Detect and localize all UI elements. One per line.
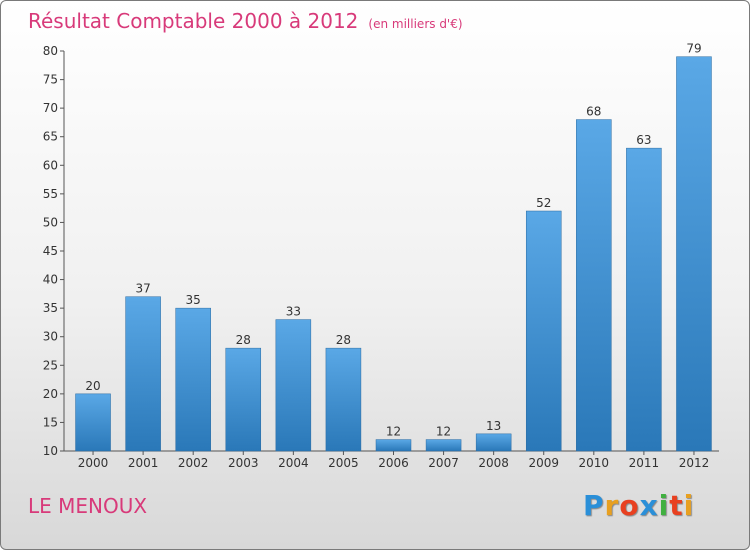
y-tick-label: 35	[43, 301, 58, 315]
bar-value-label: 12	[386, 425, 401, 439]
bar-value-label: 12	[436, 425, 451, 439]
bar-value-label: 68	[586, 105, 601, 119]
x-tick-label: 2006	[378, 456, 409, 470]
y-tick-label: 55	[43, 187, 58, 201]
x-tick-label: 2008	[478, 456, 509, 470]
x-tick-label: 2007	[428, 456, 459, 470]
x-tick-label: 2011	[629, 456, 660, 470]
bar	[425, 439, 462, 452]
x-tick-label: 2000	[78, 456, 109, 470]
chart-title: Résultat Comptable 2000 à 2012 (en millie…	[28, 9, 463, 33]
bar-value-label: 20	[85, 379, 100, 393]
bar-value-label: 33	[286, 305, 301, 319]
logo-letter: x	[639, 489, 659, 522]
logo-letter: r	[604, 489, 620, 522]
bar	[325, 347, 362, 452]
y-tick-label: 70	[43, 101, 58, 115]
bar	[475, 433, 512, 452]
bar-value-label: 52	[536, 196, 551, 210]
x-tick-label: 2004	[278, 456, 309, 470]
y-tick-label: 20	[43, 387, 58, 401]
y-tick-label: 50	[43, 215, 58, 229]
bar-value-label: 28	[236, 333, 251, 347]
y-tick-label: 30	[43, 330, 58, 344]
logo-letter: i	[683, 489, 695, 522]
bar	[175, 307, 211, 452]
bar	[225, 347, 262, 452]
y-tick-label: 80	[43, 44, 58, 58]
y-tick-label: 25	[43, 358, 58, 372]
bar-value-label: 35	[186, 293, 201, 307]
bar	[375, 439, 412, 452]
bar	[626, 147, 662, 452]
bar-value-label: 79	[686, 42, 701, 56]
bar-value-label: 28	[336, 333, 351, 347]
commune-name: LE MENOUX	[28, 494, 148, 518]
bar	[125, 296, 161, 452]
y-tick-label: 60	[43, 158, 58, 172]
bar-value-label: 37	[135, 282, 150, 296]
x-tick-label: 2009	[528, 456, 559, 470]
x-tick-label: 2001	[128, 456, 159, 470]
logo-letter: t	[669, 489, 684, 522]
bar	[576, 119, 612, 452]
x-tick-label: 2002	[178, 456, 209, 470]
y-tick-label: 10	[43, 444, 58, 458]
y-tick-label: 75	[43, 73, 58, 87]
y-tick-label: 15	[43, 415, 58, 429]
bar	[75, 393, 111, 452]
chart-subtitle: (en milliers d'€)	[368, 17, 463, 31]
x-tick-label: 2005	[328, 456, 359, 470]
logo-letter: o	[619, 489, 640, 522]
bar	[676, 56, 712, 452]
bar	[275, 319, 312, 452]
bar	[525, 210, 562, 452]
proxiti-logo: Proxiti	[583, 489, 694, 522]
bar-value-label: 13	[486, 419, 501, 433]
x-tick-label: 2012	[679, 456, 710, 470]
logo-letter: i	[658, 489, 670, 522]
logo-letter: P	[583, 489, 605, 522]
x-tick-label: 2010	[579, 456, 610, 470]
y-tick-label: 40	[43, 273, 58, 287]
x-tick-label: 2003	[228, 456, 259, 470]
y-tick-label: 45	[43, 244, 58, 258]
y-tick-label: 65	[43, 130, 58, 144]
bar-value-label: 63	[636, 133, 651, 147]
